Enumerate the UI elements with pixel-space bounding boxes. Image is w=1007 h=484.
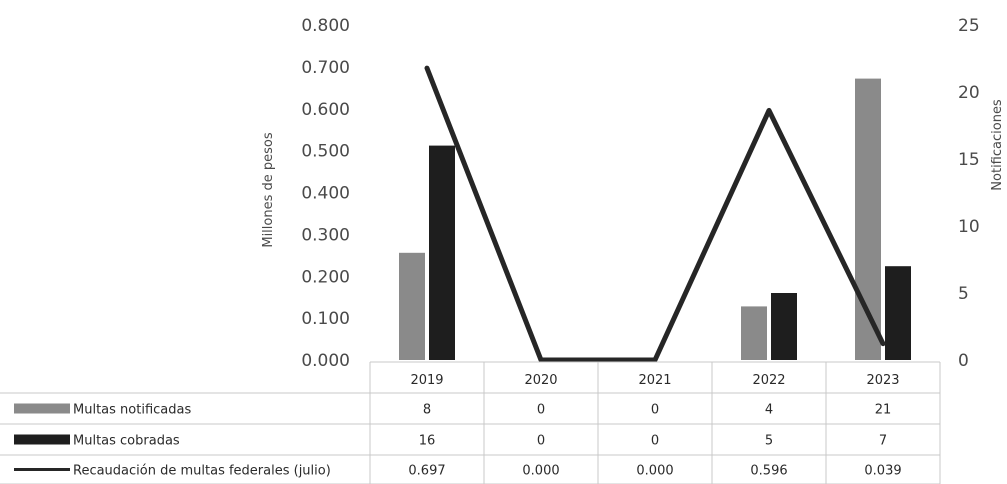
category-label: 2022 [752,373,785,388]
category-label: 2023 [866,373,899,388]
data-cell: 0 [537,434,545,449]
recaudacion-line [424,65,886,363]
legend-label: Multas notificadas [73,403,191,418]
category-label: 2020 [524,373,557,388]
left-tick-label: 0.600 [301,100,350,120]
right-axis-ticks: 0 5 10 15 20 25 [958,16,980,371]
data-table: 2019 2020 2021 2022 2023 Multas notificadas 8 0… [0,361,941,484]
right-tick-label: 10 [958,217,980,237]
data-cell: 5 [765,434,773,449]
left-axis-label: Millones de pesos [261,132,276,248]
data-cell: 0.000 [522,464,559,479]
legend-label: Recaudación de multas federales (julio) [73,464,331,479]
bar-multas-notificadas [741,306,767,360]
data-cell: 0.039 [864,464,901,479]
legend-swatch [14,434,70,445]
left-tick-label: 0.100 [301,309,350,329]
right-tick-label: 25 [958,16,980,36]
data-cell: 7 [879,434,887,449]
right-tick-label: 0 [958,351,969,371]
bars [399,78,911,360]
bar-multas-cobradas [885,266,911,360]
left-tick-label: 0.500 [301,142,350,162]
left-tick-label: 0.200 [301,267,350,287]
right-tick-label: 20 [958,83,980,103]
data-cell: 21 [875,403,892,418]
legend-label: Multas cobradas [73,434,180,449]
bar-multas-notificadas [399,252,425,360]
data-cell: 0.596 [750,464,787,479]
data-cell: 0 [537,403,545,418]
data-cell: 4 [765,403,773,418]
data-cell: 0 [651,403,659,418]
legend-swatch [14,403,70,414]
right-tick-label: 5 [958,284,969,304]
left-axis-ticks: 0.000 0.100 0.200 0.300 0.400 0.500 0.600 0.700… [301,16,350,371]
bar-multas-cobradas [771,293,797,360]
left-tick-label: 0.000 [301,351,350,371]
left-tick-label: 0.700 [301,58,350,78]
data-cell: 0.697 [408,464,445,479]
data-cell: 0 [651,434,659,449]
left-tick-label: 0.400 [301,184,350,204]
left-tick-label: 0.800 [301,16,350,36]
right-axis-label: Notificaciones [990,99,1005,191]
right-tick-label: 15 [958,150,980,170]
category-label: 2019 [410,373,443,388]
category-label: 2021 [638,373,671,388]
data-cell: 8 [423,403,431,418]
line-series [424,65,886,363]
data-cell: 16 [419,434,436,449]
bar-multas-cobradas [429,145,455,360]
data-cell: 0.000 [636,464,673,479]
left-tick-label: 0.300 [301,225,350,245]
